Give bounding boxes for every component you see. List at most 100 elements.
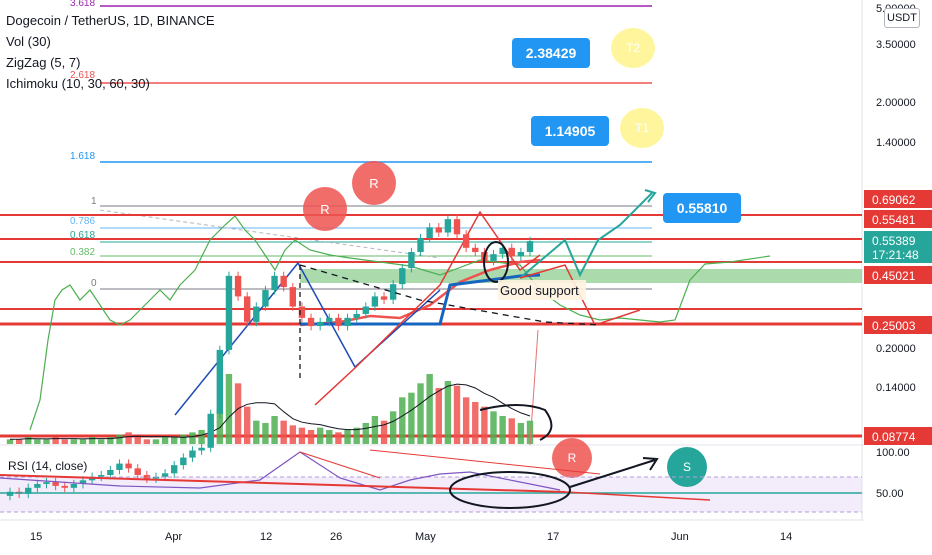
candle xyxy=(34,484,40,488)
volume-bar xyxy=(80,439,86,444)
volume-bar xyxy=(308,430,314,444)
time-axis[interactable]: 15 Apr 12 26 May 17 Jun 14 xyxy=(30,531,792,543)
rsi-resistance-label: R xyxy=(568,451,577,465)
volume-bar xyxy=(499,416,505,444)
price-tick: 2.00000 xyxy=(876,97,916,109)
target-t2-value: 2.38429 xyxy=(526,45,577,61)
target-t1-tag: T1 xyxy=(635,121,649,135)
volume-bar xyxy=(253,421,259,444)
price-badge: 0.55481 xyxy=(872,213,916,227)
candle xyxy=(381,296,387,299)
volume-bar xyxy=(135,437,141,444)
candle xyxy=(490,254,496,261)
volume-bar xyxy=(326,430,332,444)
volume-bar xyxy=(180,435,186,444)
volume-bar xyxy=(98,439,104,444)
volume-bar xyxy=(271,416,277,444)
candle xyxy=(509,248,515,257)
indicator-zigzag[interactable]: ZigZag (5, 7) xyxy=(6,52,215,73)
volume-bar xyxy=(363,423,369,444)
candle xyxy=(472,248,478,252)
volume-bar xyxy=(399,397,405,444)
candle xyxy=(353,314,359,318)
volume-bar xyxy=(25,437,31,444)
volume-bar xyxy=(408,393,414,444)
rsi-trendline-1 xyxy=(300,452,380,478)
resistance-marker-1-label: R xyxy=(320,202,329,217)
time-tick: Jun xyxy=(671,531,689,543)
volume-bar xyxy=(426,374,432,444)
volume-bar xyxy=(34,439,40,444)
candle xyxy=(335,318,341,326)
volume-bar xyxy=(344,430,350,444)
time-tick: Apr xyxy=(165,531,182,543)
symbol-title[interactable]: Dogecoin / TetherUS, 1D, BINANCE xyxy=(6,10,215,31)
volume-bar xyxy=(490,411,496,444)
candle xyxy=(162,473,168,476)
volume-bar xyxy=(89,437,95,444)
time-tick: 26 xyxy=(330,531,342,543)
candle xyxy=(271,276,277,290)
candle xyxy=(226,276,232,350)
time-tick: May xyxy=(415,531,436,543)
candle xyxy=(198,448,204,451)
volume-bar xyxy=(144,439,150,444)
price-badge: 0.55389 xyxy=(872,234,916,248)
price-tick: 0.20000 xyxy=(876,343,916,355)
candle xyxy=(43,482,49,484)
time-tick: 17 xyxy=(547,531,559,543)
candle xyxy=(326,318,332,322)
volume-bar xyxy=(372,416,378,444)
volume-bar xyxy=(71,439,77,444)
support-label: Good support xyxy=(500,283,579,298)
volume-bar xyxy=(162,437,168,444)
candle xyxy=(308,318,314,326)
target-t2-tag: T2 xyxy=(626,41,640,55)
time-tick: 14 xyxy=(780,531,792,543)
target-t1-value: 1.14905 xyxy=(545,123,596,139)
volume-bar xyxy=(116,435,122,444)
rsi-support-label: S xyxy=(683,460,691,474)
candle xyxy=(125,464,131,469)
volume-bar xyxy=(43,439,49,444)
fib-label-1: 1 xyxy=(91,196,97,207)
time-tick: 15 xyxy=(30,531,42,543)
price-badge: 0.08774 xyxy=(872,430,916,444)
candle xyxy=(280,276,286,287)
volume-bar xyxy=(153,439,159,444)
fib-label-0382: 0.382 xyxy=(70,247,95,258)
volume-bar xyxy=(353,428,359,444)
indicator-ichimoku[interactable]: Ichimoku (10, 30, 60, 30) xyxy=(6,73,215,94)
candle xyxy=(454,219,460,234)
countdown: 17:21:48 xyxy=(872,248,919,262)
volume-bar xyxy=(198,430,204,444)
volume-bar xyxy=(518,423,524,444)
price-tick: 3.50000 xyxy=(876,39,916,51)
indicator-volume[interactable]: Vol (30) xyxy=(6,31,215,52)
candle xyxy=(171,465,177,473)
volume-bar xyxy=(509,418,515,444)
volume-bar xyxy=(189,432,195,444)
volume-bar xyxy=(280,421,286,444)
volume-bar xyxy=(62,439,68,444)
target-t0-value: 0.55810 xyxy=(677,200,728,216)
rsi-legend[interactable]: RSI (14, close) xyxy=(8,459,87,473)
volume-bar xyxy=(454,386,460,444)
chart-legend: Dogecoin / TetherUS, 1D, BINANCE Vol (30… xyxy=(6,10,215,94)
time-tick: 12 xyxy=(260,531,272,543)
volume-bar xyxy=(171,437,177,444)
candle xyxy=(518,252,524,256)
candle xyxy=(399,268,405,284)
candle xyxy=(244,296,250,321)
volume-bar xyxy=(52,437,58,444)
candle xyxy=(417,238,423,252)
volume-bar xyxy=(299,428,305,444)
candle xyxy=(52,482,58,486)
currency-button[interactable]: USDT xyxy=(884,8,920,28)
fib-label-0786: 0.786 xyxy=(70,216,95,227)
candle xyxy=(390,284,396,300)
candle xyxy=(71,484,77,488)
volume-bar xyxy=(472,402,478,444)
resistance-marker-2-label: R xyxy=(369,176,378,191)
